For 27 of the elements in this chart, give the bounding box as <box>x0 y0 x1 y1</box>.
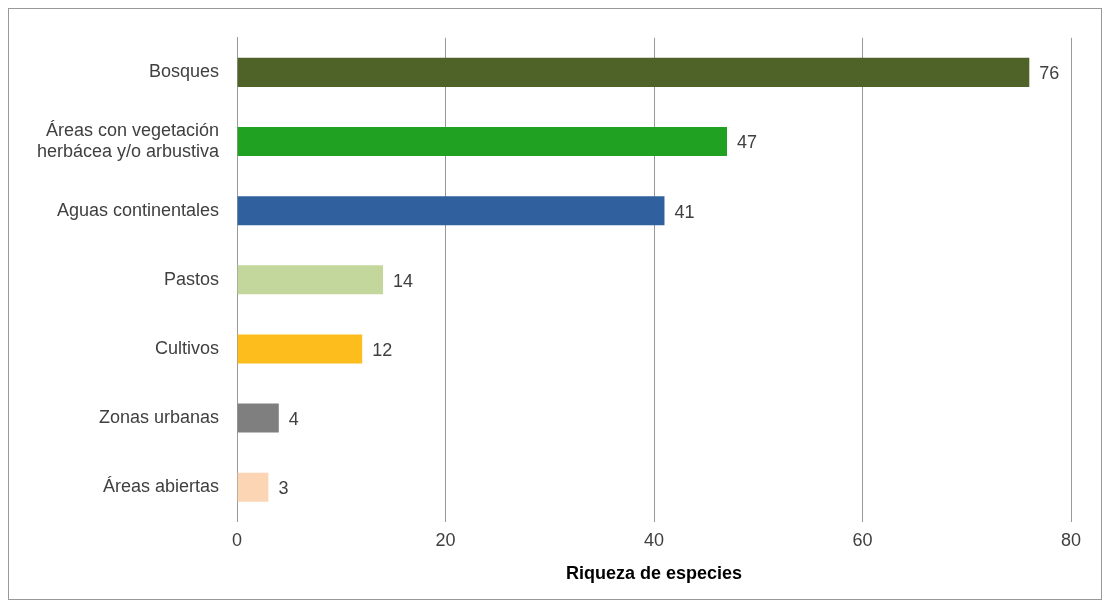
data-label: 4 <box>288 409 299 430</box>
bar <box>237 196 665 226</box>
y-tick-label: Aguas continentales <box>56 199 220 220</box>
data-label: 41 <box>674 201 695 222</box>
data-label: 47 <box>737 132 758 153</box>
y-tick-label: Bosques <box>149 61 220 82</box>
bar <box>237 126 728 157</box>
data-label: 14 <box>393 270 414 291</box>
bar <box>237 57 1030 87</box>
x-axis-title: Riqueza de especies <box>566 563 743 584</box>
y-tick-label: Zonas urbanas <box>99 407 220 428</box>
data-label: 12 <box>372 339 393 360</box>
x-tick-label: 40 <box>644 529 665 550</box>
bar <box>237 472 269 502</box>
bar <box>237 403 279 433</box>
x-tick-label: 0 <box>232 529 243 550</box>
x-tick-label: 60 <box>852 529 873 550</box>
y-tick-label: Cultivos <box>155 337 220 358</box>
y-tick-label: Áreas abiertas <box>103 476 220 497</box>
y-tick-label: Pastos <box>164 268 220 289</box>
x-tick-label: 80 <box>1060 529 1082 550</box>
x-tick-label: 20 <box>435 529 456 550</box>
data-label: 3 <box>278 478 289 499</box>
bar <box>237 265 384 295</box>
y-tick-label: Áreas con vegetación herbácea y/o arbustiva <box>37 119 221 162</box>
data-label: 76 <box>1039 63 1060 84</box>
bar <box>237 334 363 364</box>
